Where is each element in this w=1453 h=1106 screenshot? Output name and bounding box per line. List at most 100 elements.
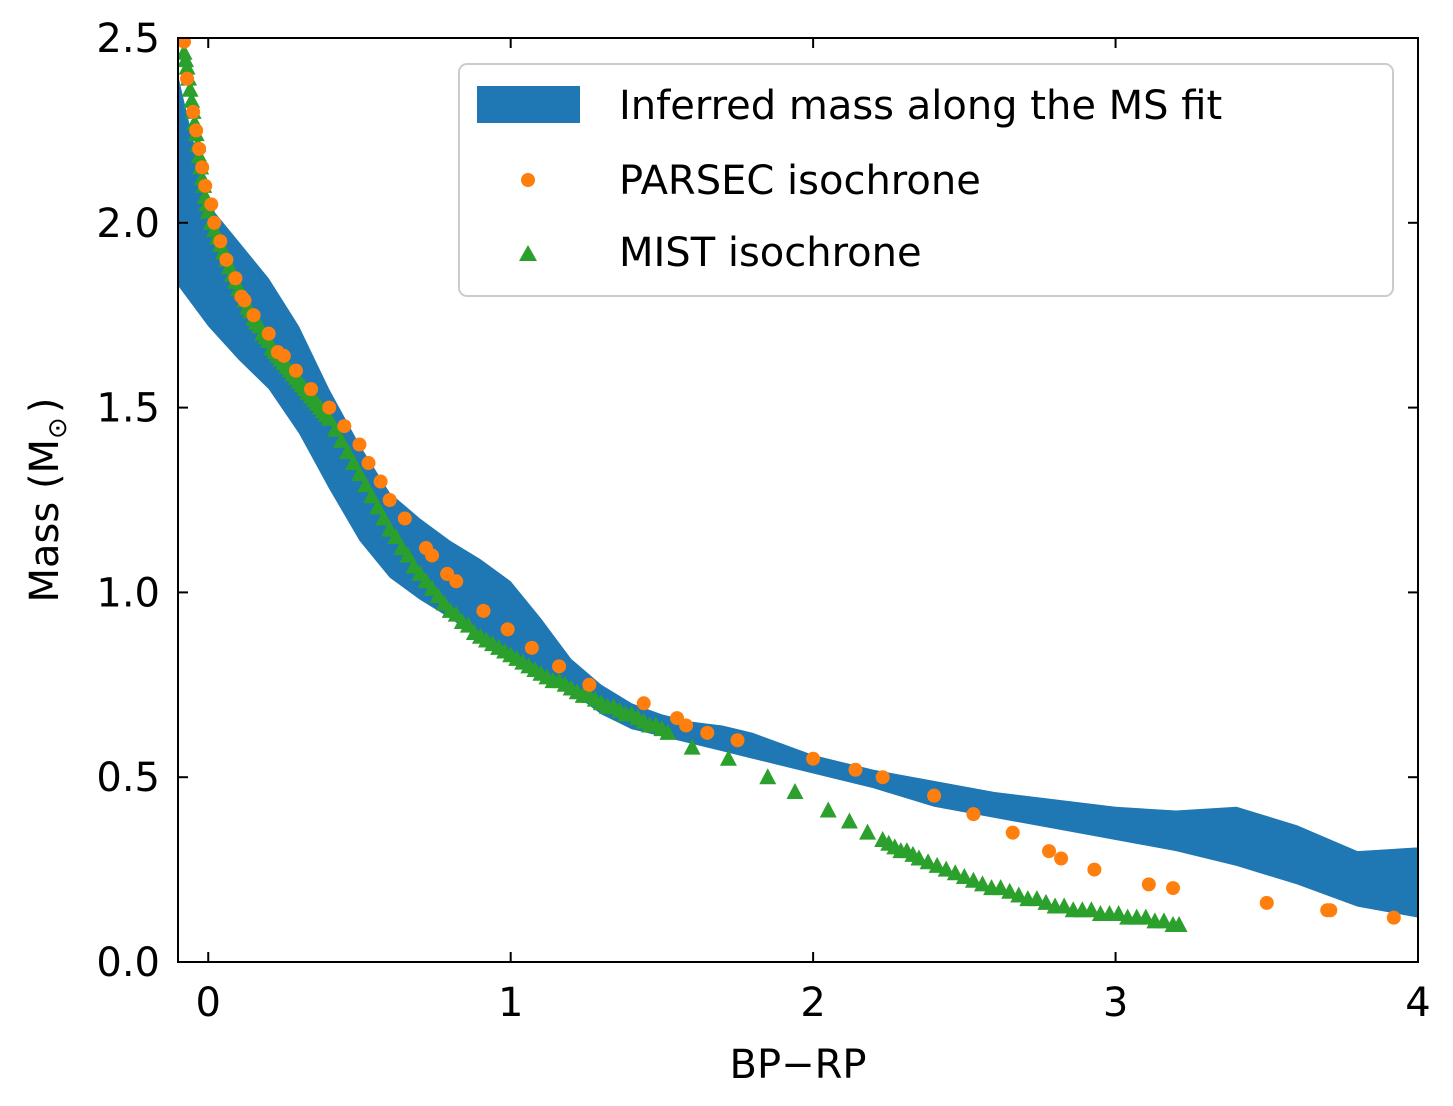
mist-point (375, 509, 393, 526)
mist-point (178, 58, 196, 75)
parsec-point (204, 197, 219, 212)
mist-point (387, 527, 405, 544)
plot-area (178, 38, 1418, 933)
mist-point (992, 879, 1010, 896)
parsec-point (679, 718, 694, 733)
parsec-point (1005, 825, 1020, 840)
x-tick-label: 0 (196, 980, 221, 1026)
parsec-point (276, 348, 291, 363)
parsec-point (1323, 903, 1338, 918)
parsec-point (322, 400, 337, 415)
axes-frame (177, 37, 1419, 963)
mist-point (399, 546, 417, 563)
parsec-point (1087, 862, 1102, 877)
parsec-point (382, 493, 397, 507)
parsec-point (552, 659, 567, 674)
parsec-point (288, 363, 303, 378)
mist-point (199, 202, 217, 219)
mist-point (973, 875, 991, 892)
mist-point (326, 420, 344, 437)
parsec-point (425, 548, 440, 563)
mist-point (1082, 901, 1100, 918)
mist-point (759, 768, 777, 785)
mist-point (946, 864, 964, 881)
legend-band-swatch (477, 86, 580, 123)
mist-point (320, 409, 338, 426)
mist-point (786, 782, 804, 799)
mist-point (1037, 893, 1055, 910)
mist-point (1001, 882, 1019, 899)
mist-point (955, 867, 973, 884)
parsec-point (186, 104, 201, 119)
axis-ticks: 0 1 2 3 4 0.0 0.5 1.0 1.5 2.0 2.5 (96, 16, 1430, 1026)
y-tick-label: 1.5 (96, 386, 160, 432)
mist-point (919, 853, 937, 870)
parsec-point (237, 293, 252, 308)
y-axis-label-main: Mass (M (22, 439, 68, 603)
y-tick-label: 2.0 (96, 201, 160, 247)
parsec-point (228, 271, 243, 286)
parsec-point (192, 141, 207, 156)
parsec-point (476, 603, 491, 618)
parsec-point (875, 770, 890, 785)
parsec-point (1259, 895, 1274, 910)
mist-point (964, 871, 982, 888)
mist-point (910, 849, 928, 866)
parsec-point (449, 574, 464, 589)
mist-point (719, 749, 737, 766)
mist-point (859, 823, 877, 840)
mist-point (350, 465, 368, 482)
mist-point (1010, 886, 1028, 903)
parsec-point (1042, 844, 1057, 859)
parsec-point (361, 456, 376, 471)
legend-parsec-marker (521, 173, 535, 187)
y-axis-label: Mass (M⊙) (22, 398, 73, 603)
parsec-point (524, 640, 539, 655)
x-tick-label: 2 (800, 980, 825, 1026)
mist-point (937, 860, 955, 877)
parsec-point (397, 511, 412, 526)
y-tick-label: 1.0 (96, 570, 160, 616)
legend-label-mist: MIST isochrone (619, 230, 922, 276)
parsec-point (207, 215, 222, 230)
mist-point (338, 442, 356, 459)
mist-point (1137, 908, 1155, 925)
parsec-point (189, 123, 204, 138)
mass-band (178, 75, 1418, 918)
mist-point (819, 801, 837, 818)
mist-point (1170, 916, 1188, 933)
legend-mist-marker (519, 245, 537, 261)
parsec-point (1386, 910, 1401, 925)
mist-point (1055, 897, 1073, 914)
mist-point (363, 487, 381, 504)
parsec-point (180, 71, 195, 86)
parsec-point (848, 762, 863, 777)
y-axis-label-solar-symbol: ⊙ (43, 417, 73, 439)
mist-point (928, 856, 946, 873)
x-tick-label: 3 (1103, 980, 1128, 1026)
legend-label-band: Inferred mass along the MS fit (619, 83, 1222, 129)
mist-point (332, 431, 350, 448)
parsec-point (352, 437, 367, 452)
parsec-point (337, 419, 352, 434)
parsec-point (730, 733, 745, 748)
y-tick-label: 0.5 (96, 755, 160, 801)
mist-point (1110, 904, 1128, 921)
parsec-point (373, 474, 388, 489)
x-tick-label: 1 (498, 980, 523, 1026)
mist-point (1028, 890, 1046, 907)
mist-point (344, 454, 362, 471)
parsec-point (806, 751, 821, 766)
parsec-point (1141, 877, 1156, 892)
mist-point (659, 723, 677, 740)
mist-point (183, 91, 201, 108)
mist-point (181, 80, 199, 97)
parsec-point (178, 38, 192, 49)
y-tick-label: 2.5 (96, 16, 160, 62)
mist-point (178, 51, 195, 68)
parsec-point (195, 160, 210, 175)
parsec-point (198, 178, 213, 193)
parsec-point (927, 788, 942, 803)
y-tick-label: 0.0 (96, 940, 160, 986)
x-tick-label: 4 (1405, 980, 1430, 1026)
